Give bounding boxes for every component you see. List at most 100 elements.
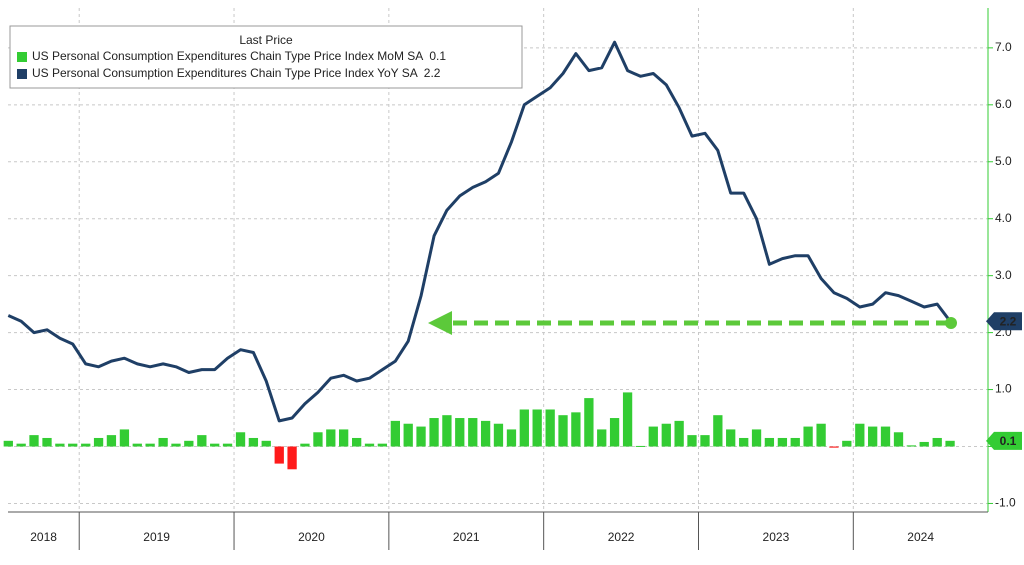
legend-items: US Personal Consumption Expenditures Cha… xyxy=(17,49,446,80)
bar xyxy=(416,426,426,447)
legend-label: US Personal Consumption Expenditures Cha… xyxy=(32,49,423,63)
bar xyxy=(829,446,839,448)
bar xyxy=(390,420,400,447)
bar xyxy=(55,443,65,447)
bar xyxy=(403,423,413,447)
y-tick-label: 6.0 xyxy=(995,97,1012,111)
year-label: 2024 xyxy=(907,530,934,544)
bar xyxy=(16,443,26,447)
bar xyxy=(158,437,168,447)
bar xyxy=(29,435,39,447)
bar xyxy=(287,446,297,470)
bar xyxy=(545,409,555,447)
bar xyxy=(493,423,504,447)
bar xyxy=(519,409,529,447)
bar xyxy=(210,443,220,447)
bar xyxy=(739,437,749,447)
y-tick-label: 7.0 xyxy=(995,40,1012,54)
year-label: 2023 xyxy=(763,530,790,544)
bar xyxy=(932,437,942,447)
bar xyxy=(235,432,246,447)
bar xyxy=(222,443,233,447)
year-label: 2021 xyxy=(453,530,480,544)
year-label: 2022 xyxy=(608,530,635,544)
year-label: 2019 xyxy=(143,530,170,544)
bar xyxy=(377,443,387,447)
bar xyxy=(248,437,259,447)
y-tick-label: 5.0 xyxy=(995,154,1012,168)
annotation-arrow xyxy=(428,311,957,335)
bar xyxy=(93,437,104,447)
y-tick-label: 3.0 xyxy=(995,268,1012,282)
bar xyxy=(119,429,130,447)
bar xyxy=(145,443,155,447)
bar xyxy=(777,437,788,447)
bar xyxy=(171,443,181,447)
bar xyxy=(468,418,478,447)
last-value-tag xyxy=(986,431,1022,450)
bar xyxy=(571,412,581,447)
bar xyxy=(106,435,117,447)
bar xyxy=(906,445,917,447)
legend-box xyxy=(9,25,523,89)
bar xyxy=(313,432,323,447)
bar xyxy=(648,426,658,447)
bar xyxy=(339,429,349,447)
arrow-head xyxy=(428,311,452,335)
bar xyxy=(455,418,465,447)
lines xyxy=(7,40,952,423)
bar xyxy=(635,445,646,447)
bar xyxy=(687,435,697,447)
bar xyxy=(261,440,271,447)
line xyxy=(7,40,952,423)
bar xyxy=(751,429,762,447)
legend-value: 2.2 xyxy=(424,66,441,80)
year-label: 2020 xyxy=(298,530,325,544)
bar xyxy=(558,415,568,447)
bar xyxy=(700,435,710,447)
y-tick-label: 1.0 xyxy=(995,382,1012,396)
bar xyxy=(42,437,52,447)
bar xyxy=(132,443,142,447)
bar xyxy=(480,420,491,447)
bar xyxy=(661,423,671,447)
bar xyxy=(532,409,542,447)
y-tick-label: -1.0 xyxy=(995,496,1016,510)
last-value-label: 0.1 xyxy=(1000,434,1017,448)
bar xyxy=(790,437,800,447)
bar xyxy=(893,432,904,447)
bar xyxy=(842,440,852,447)
legend-title: Last Price xyxy=(239,33,293,47)
bar xyxy=(364,443,375,447)
bar xyxy=(584,398,594,447)
bar xyxy=(609,418,620,447)
bar xyxy=(300,443,310,447)
legend-swatch xyxy=(17,69,27,79)
y-tick-label: 4.0 xyxy=(995,211,1012,225)
bar xyxy=(429,418,439,447)
bar xyxy=(622,392,633,447)
bar xyxy=(880,426,891,447)
bar xyxy=(442,415,452,447)
bar xyxy=(803,426,813,447)
bars xyxy=(3,392,955,470)
bar xyxy=(868,426,878,447)
year-label: 2018 xyxy=(30,530,57,544)
legend-value: 0.1 xyxy=(429,49,446,63)
bar xyxy=(3,440,13,447)
legend: Last Price US Personal Consumption Expen… xyxy=(9,25,523,89)
bar xyxy=(197,435,207,447)
bar xyxy=(855,423,865,447)
last-value-label: 2.2 xyxy=(1000,314,1017,328)
bar xyxy=(274,446,284,464)
axes: -1.00.01.02.03.04.05.06.07.0201820192020… xyxy=(8,8,1022,550)
bar xyxy=(352,437,362,447)
last-value-tag xyxy=(986,312,1022,331)
bar xyxy=(919,441,929,447)
bar xyxy=(68,443,78,447)
bar xyxy=(713,415,723,447)
bar xyxy=(764,437,775,447)
bar xyxy=(726,429,736,447)
bar xyxy=(945,440,955,447)
